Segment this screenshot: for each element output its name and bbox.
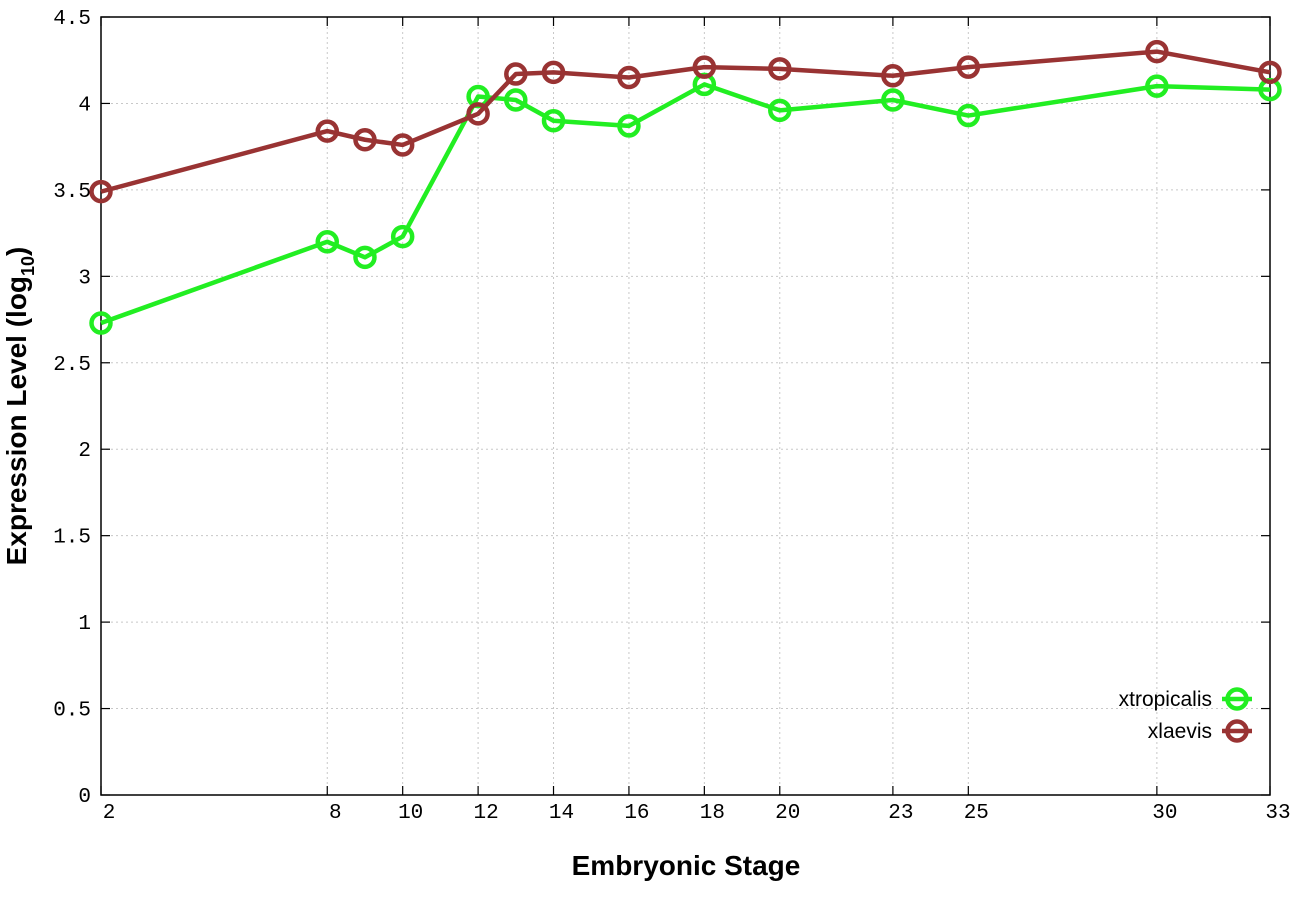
x-tick-label: 14: [549, 802, 574, 825]
y-tick-label: 4: [78, 94, 91, 117]
data-point-xlaevis: [504, 62, 528, 86]
y-tick-label: 3: [78, 267, 91, 290]
y-tick-label: 2.5: [53, 354, 91, 377]
data-point-xlaevis: [541, 60, 566, 85]
data-point-xlaevis: [466, 102, 490, 126]
y-axis-title-main: Expression Level (log: [1, 276, 32, 565]
x-tick-label: 30: [1152, 802, 1177, 825]
data-point-xlaevis: [1145, 39, 1169, 64]
data-point-xlaevis: [353, 128, 377, 152]
legend-entry-xlaevis: xlaevis: [1148, 719, 1252, 743]
x-tick-label: 20: [775, 802, 800, 825]
data-point-xlaevis: [390, 133, 415, 157]
data-point-xtropicalis: [1145, 74, 1169, 98]
data-point-xtropicalis: [353, 245, 377, 270]
grid-lines: [100, 16, 1271, 796]
y-tick-label: 2: [78, 440, 91, 463]
x-tick-label: 10: [398, 802, 423, 825]
x-tick-label: 33: [1265, 802, 1290, 825]
data-point-xlaevis: [881, 64, 905, 88]
x-tick-label: 18: [700, 802, 725, 825]
data-point-xtropicalis: [956, 103, 981, 128]
series-line-xlaevis: [100, 49, 1271, 194]
y-tick-label: 4.5: [53, 8, 91, 31]
data-point-xtropicalis: [89, 311, 113, 335]
data-point-xlaevis: [89, 179, 113, 204]
data-point-xlaevis: [1258, 60, 1282, 85]
y-tick-label: 1.5: [53, 527, 91, 550]
data-point-xtropicalis: [504, 88, 528, 112]
y-axis-title: Expression Level (log10): [1, 247, 38, 566]
legend-label: xlaevis: [1148, 720, 1212, 743]
data-point-xtropicalis: [617, 114, 641, 138]
x-tick-label: 25: [964, 802, 989, 825]
x-tick-label: 8: [329, 802, 342, 825]
legend-marker: [1225, 719, 1249, 743]
x-tick-label: 16: [624, 802, 649, 825]
tick-labels: 0 0.5 1 1.5 2 2.5 3 3.5 4 4.5 2 8 10 12 14 16 18 20 23 25 30…: [53, 8, 1290, 825]
data-point-xlaevis: [315, 119, 340, 143]
data-point-xlaevis: [617, 65, 641, 90]
y-axis-title-close: ): [1, 247, 32, 256]
data-point-xtropicalis: [315, 230, 340, 254]
series-xlaevis: [89, 39, 1282, 204]
data-point-xlaevis: [692, 55, 717, 79]
legend: xtropicalis xlaevis: [1119, 687, 1252, 743]
series-layer: [89, 39, 1282, 335]
plot-frame: [100, 16, 1271, 796]
data-point-xlaevis: [768, 57, 792, 81]
x-tick-label: 2: [103, 802, 116, 825]
y-tick-label: 0: [78, 786, 91, 809]
data-point-xlaevis: [956, 55, 981, 79]
data-point-xtropicalis: [541, 108, 566, 133]
data-point-xtropicalis: [390, 224, 415, 249]
legend-entry-xtropicalis: xtropicalis: [1119, 687, 1252, 711]
x-tick-label: 12: [473, 802, 498, 825]
series-xtropicalis: [89, 72, 1282, 335]
legend-label: xtropicalis: [1119, 688, 1212, 711]
y-axis-title-subscript: 10: [18, 256, 38, 276]
y-tick-label: 0.5: [53, 700, 91, 723]
x-tick-label: 23: [888, 802, 913, 825]
legend-marker: [1225, 687, 1249, 711]
series-line-xtropicalis: [100, 82, 1271, 326]
x-axis-title: Embryonic Stage: [572, 850, 801, 881]
y-tick-label: 1: [78, 613, 91, 636]
axis-ticks: [100, 16, 1271, 796]
data-point-xtropicalis: [881, 88, 905, 112]
y-tick-label: 3.5: [53, 181, 91, 204]
data-point-xtropicalis: [768, 98, 792, 123]
